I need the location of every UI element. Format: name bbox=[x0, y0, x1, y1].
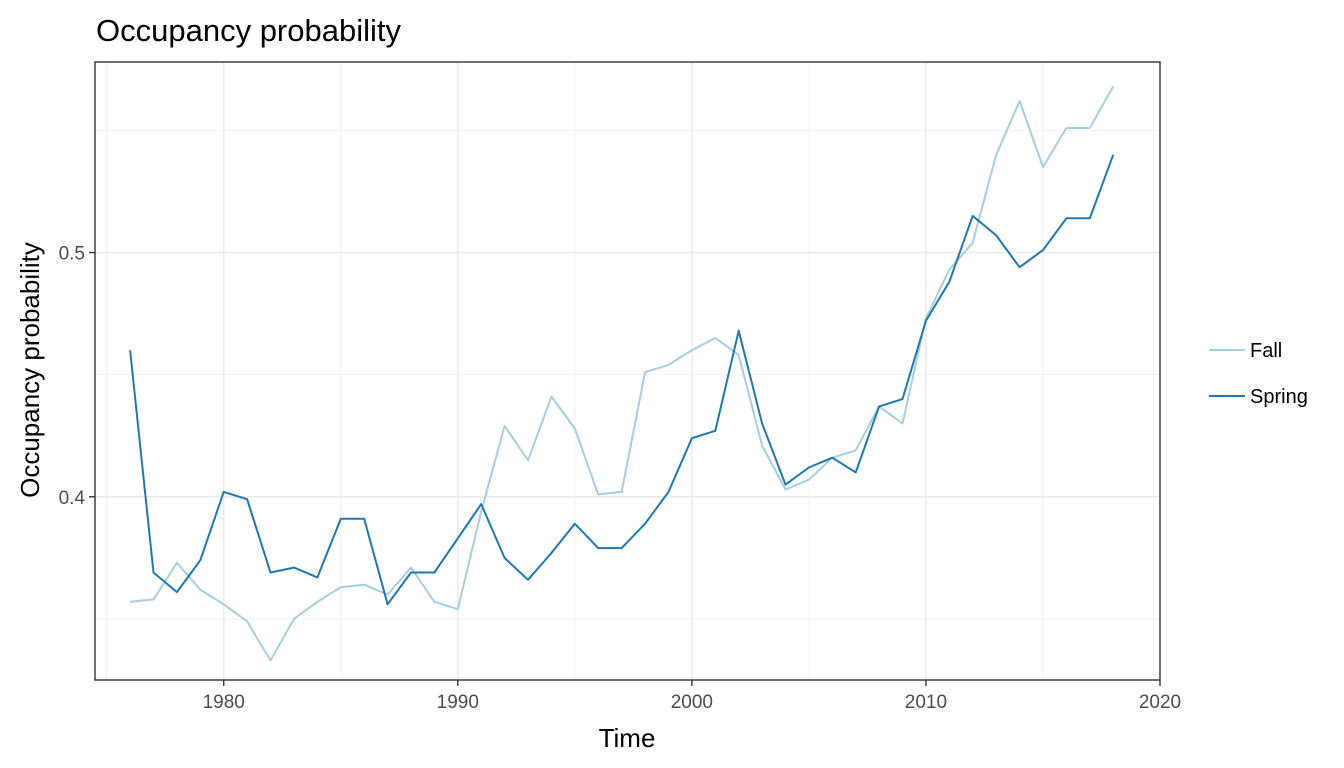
x-tick-label: 1980 bbox=[203, 692, 245, 713]
x-tick-label: 2020 bbox=[1139, 692, 1181, 713]
x-axis-title: Time bbox=[599, 723, 656, 753]
series-line-spring bbox=[129, 154, 1115, 606]
legend-label-spring: Spring bbox=[1250, 386, 1308, 408]
x-tick-label: 2000 bbox=[671, 692, 713, 713]
y-tick-label: 0.4 bbox=[59, 488, 86, 509]
plot-panel-border bbox=[94, 61, 1161, 681]
x-axis-ticks: 1980 1990 2000 2010 2020 bbox=[203, 680, 1181, 713]
x-tick-label: 1990 bbox=[437, 692, 479, 713]
x-tick-label: 2010 bbox=[905, 692, 947, 713]
y-axis-ticks: 0.4 0.5 bbox=[59, 244, 95, 509]
chart-title: Occupancy probability bbox=[96, 13, 401, 48]
legend: Fall Spring bbox=[1209, 340, 1308, 408]
y-tick-label: 0.5 bbox=[59, 244, 85, 265]
series-line-fall bbox=[129, 85, 1115, 662]
series-lines bbox=[129, 85, 1115, 662]
legend-label-fall: Fall bbox=[1250, 340, 1282, 362]
minor-gridlines bbox=[95, 62, 1160, 680]
major-gridlines bbox=[95, 62, 1161, 680]
y-axis-title: Occupancy probability bbox=[15, 242, 45, 498]
